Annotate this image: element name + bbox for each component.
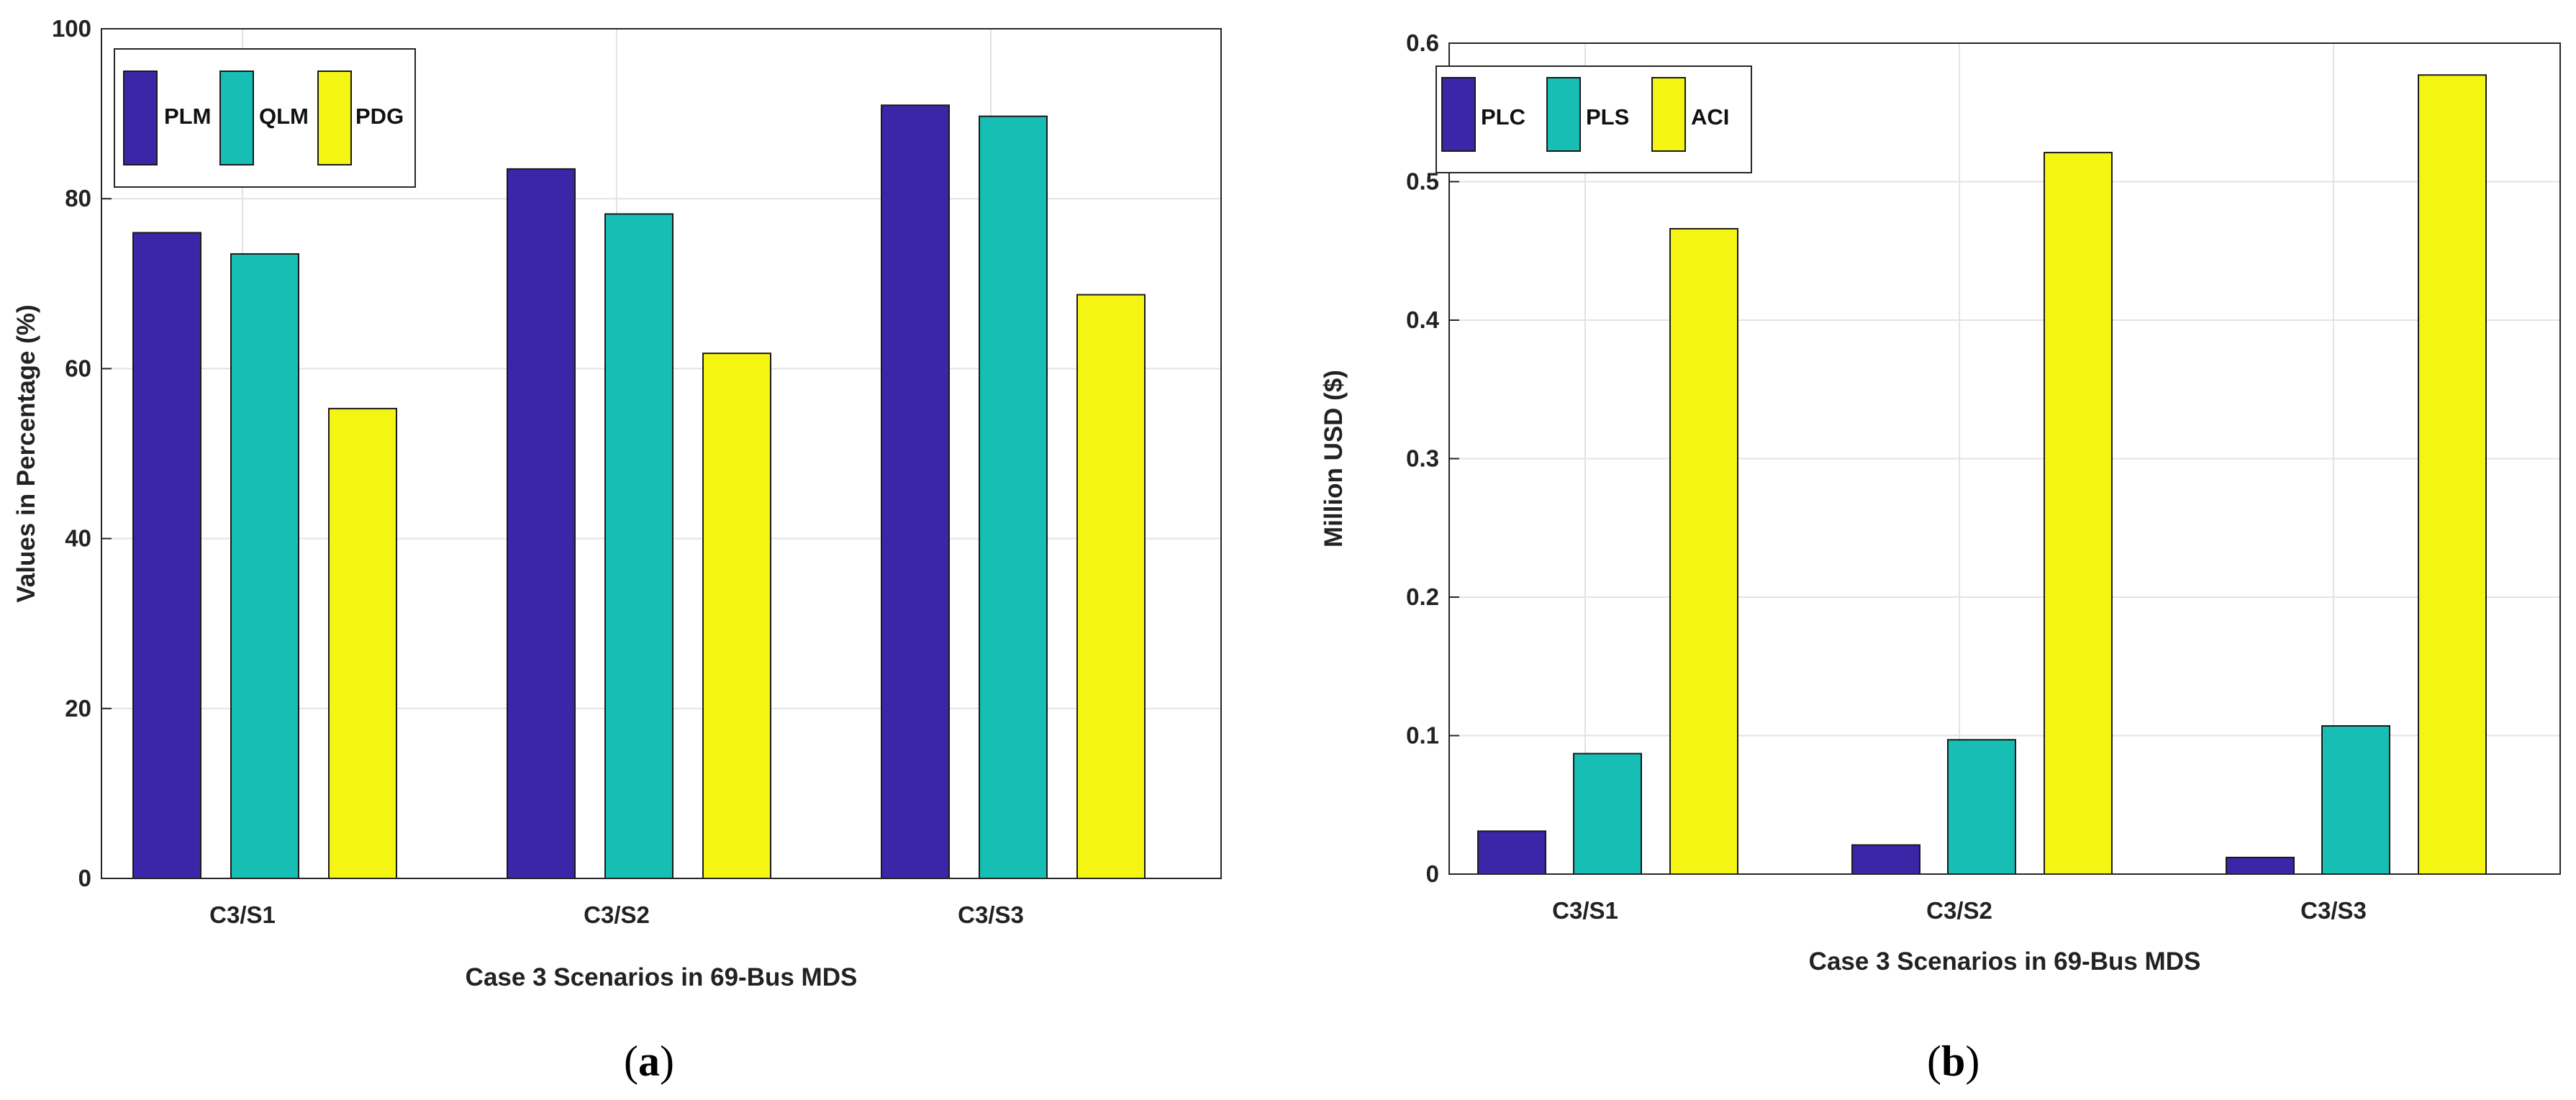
x-tick-label: C3/S3 [2300, 897, 2367, 924]
y-tick-label: 0 [78, 865, 91, 891]
chart-panel-a: 0 20 40 60 80 100 C3/S1 C3/S2 C3/S3 PLM QLM PDG Case… [12, 15, 1222, 1085]
bar-pls [2321, 725, 2390, 876]
bar-pls [1947, 739, 2016, 876]
bar-pdg [328, 407, 397, 879]
legend-label-plc: PLC [1481, 104, 1525, 129]
x-tick-label: C3/S1 [209, 901, 276, 928]
legend-swatch-plc [1441, 77, 1476, 152]
legend-swatch-qlm [219, 71, 254, 165]
bar-qlm [604, 213, 674, 879]
y-tick-label: 0.2 [1406, 583, 1439, 610]
legend-swatch-aci [1651, 77, 1686, 152]
bar-plc [1851, 844, 1920, 875]
bar-pls [1573, 753, 1642, 876]
legend-box [1436, 65, 1752, 173]
legend-swatch-pls [1546, 77, 1581, 152]
bar-plc [2226, 856, 2295, 876]
y-tick-label: 40 [65, 525, 91, 552]
legend-swatch-plm [123, 71, 158, 165]
legend: PLC PLS ACI [1436, 65, 1752, 173]
y-axis-label: Million USD ($) [1320, 370, 1348, 547]
bar-qlm [230, 253, 299, 879]
bar-aci [2044, 152, 2113, 875]
bar-plm [881, 104, 950, 879]
panel-label-open: ( [624, 1037, 638, 1085]
legend-box [114, 48, 416, 188]
y-axis-label: Values in Percentage (%) [12, 304, 40, 602]
panel-label-close: ) [1965, 1037, 1979, 1085]
axes-frame [1448, 42, 2561, 875]
bar-qlm [979, 115, 1048, 880]
y-tick-label: 20 [65, 695, 91, 722]
y-tick-label: 0.6 [1406, 29, 1439, 56]
y-tick-label: 0.5 [1406, 168, 1439, 195]
legend: PLM QLM PDG [114, 48, 416, 188]
y-tick-label: 0.3 [1406, 445, 1439, 472]
y-tick-label: 0.1 [1406, 722, 1439, 749]
y-tick-label: 0.4 [1406, 306, 1440, 333]
panel-label-open: ( [1927, 1037, 1941, 1085]
axes-frame [101, 28, 1222, 879]
panel-label-close: ) [660, 1037, 674, 1085]
bar-plm [507, 168, 576, 880]
legend-label-plm: PLM [164, 104, 211, 129]
legend-swatch-pdg [317, 71, 352, 165]
panel-label-letter: b [1941, 1037, 1965, 1085]
bar-pdg [1076, 294, 1146, 879]
legend-label-qlm: QLM [259, 104, 309, 129]
x-axis-label: Case 3 Scenarios in 69-Bus MDS [1809, 947, 2201, 976]
x-axis-label: Case 3 Scenarios in 69-Bus MDS [466, 963, 858, 991]
legend-label-aci: ACI [1691, 104, 1729, 129]
bar-plm [132, 232, 201, 879]
panel-label: (b) [1927, 1037, 1979, 1085]
y-tick-label: 60 [65, 355, 91, 381]
x-tick-label: C3/S2 [1926, 897, 1992, 924]
chart-panel-b: 0 0.1 0.2 0.3 0.4 0.5 0.6 C3/S1 C3/S2 C3/S3 PLC PLS… [1320, 29, 2561, 1085]
bar-aci [1669, 227, 1738, 875]
bar-pdg [702, 353, 771, 879]
legend-label-pls: PLS [1586, 104, 1629, 129]
panel-label-letter: a [638, 1037, 660, 1085]
y-tick-label: 100 [52, 15, 91, 42]
x-tick-label: C3/S3 [958, 901, 1024, 928]
y-tick-label: 0 [1426, 860, 1439, 887]
panel-label: (a) [624, 1037, 674, 1085]
legend-label-pdg: PDG [355, 104, 404, 129]
bar-aci [2418, 74, 2487, 875]
x-tick-label: C3/S1 [1552, 897, 1618, 924]
x-tick-label: C3/S2 [584, 901, 650, 928]
bar-plc [1477, 830, 1546, 875]
y-tick-label: 80 [65, 185, 91, 212]
